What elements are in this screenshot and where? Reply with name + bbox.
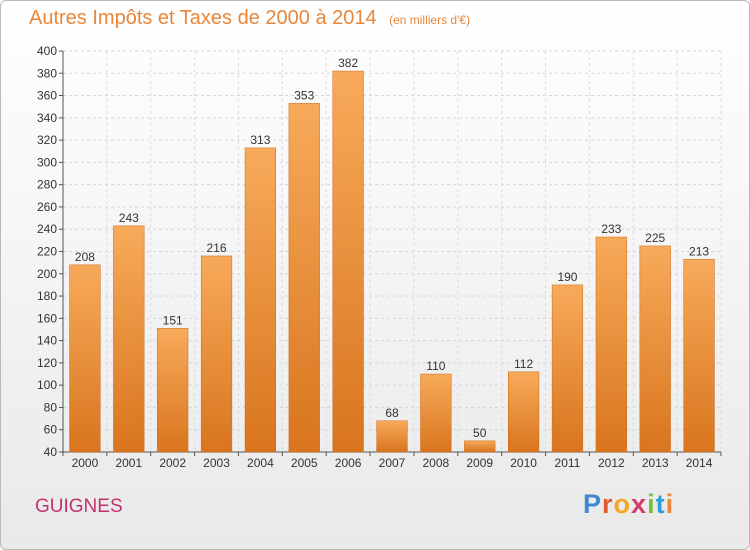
chart-subtitle: (en milliers d'€) — [389, 13, 471, 27]
y-tick-label: 400 — [37, 44, 57, 58]
bar-2000 — [69, 264, 101, 453]
x-tick-label: 2010 — [510, 456, 537, 470]
bar-2008 — [420, 373, 452, 453]
logo-letter: r — [602, 489, 614, 519]
bar-2010 — [507, 371, 540, 453]
bar-2007 — [376, 420, 408, 453]
y-tick-label: 80 — [44, 400, 58, 414]
bar-2004 — [244, 147, 277, 453]
data-label: 216 — [207, 241, 227, 255]
y-tick-label: 380 — [37, 66, 57, 80]
bar-2005 — [288, 103, 320, 453]
data-label: 110 — [426, 359, 445, 373]
y-tick-label: 340 — [37, 111, 57, 125]
bar-2003 — [200, 255, 233, 453]
logo-letter: i — [665, 489, 675, 519]
x-tick-label: 2003 — [203, 456, 230, 470]
bar-2001 — [113, 225, 145, 453]
data-label: 68 — [385, 406, 399, 420]
logo-letter: P — [583, 489, 603, 519]
logo-letter: o — [613, 489, 632, 519]
bar-2002 — [157, 328, 189, 453]
y-tick-label: 240 — [37, 222, 57, 236]
y-tick-label: 280 — [37, 178, 57, 192]
x-tick-label: 2012 — [598, 456, 625, 470]
x-tick-label: 2002 — [159, 456, 186, 470]
x-tick-label: 2007 — [379, 456, 406, 470]
data-label: 225 — [645, 231, 665, 245]
data-label: 112 — [514, 357, 533, 371]
x-tick-label: 2008 — [423, 456, 450, 470]
logo-letter: i — [647, 489, 656, 519]
data-label: 382 — [338, 56, 358, 70]
x-tick-label: 2014 — [686, 456, 713, 470]
y-tick-label: 180 — [37, 289, 57, 303]
y-tick-label: 360 — [37, 89, 57, 103]
bars — [69, 70, 715, 453]
data-label: 151 — [163, 313, 183, 327]
logo-letter: t — [655, 489, 666, 519]
data-label: 50 — [473, 426, 487, 440]
x-tick-label: 2001 — [115, 456, 142, 470]
logo-letter: x — [631, 489, 648, 519]
bar-2011 — [551, 284, 584, 453]
bar-2014 — [683, 259, 715, 453]
x-tick-label: 2013 — [642, 456, 669, 470]
bar-2009 — [464, 440, 496, 453]
y-tick-label: 260 — [37, 200, 57, 214]
y-tick-label: 220 — [37, 245, 57, 259]
chart-title: Autres Impôts et Taxes de 2000 à 2014 — [29, 7, 377, 29]
y-tick-label: 40 — [44, 445, 58, 459]
x-tick-label: 2009 — [466, 456, 493, 470]
y-tick-label: 60 — [44, 423, 58, 437]
data-label: 208 — [75, 250, 95, 264]
data-label: 313 — [250, 133, 270, 147]
y-tick-label: 300 — [37, 155, 57, 169]
commune-name: GUIGNES — [35, 496, 123, 517]
bar-2013 — [639, 245, 671, 453]
x-tick-label: 2000 — [72, 456, 99, 470]
data-label: 233 — [601, 222, 621, 236]
x-tick-label: 2006 — [335, 456, 362, 470]
data-label: 190 — [557, 270, 577, 284]
chart-title-block: Autres Impôts et Taxes de 2000 à 2014 (e… — [29, 7, 470, 30]
y-tick-label: 100 — [37, 378, 57, 392]
x-tick-label: 2011 — [555, 456, 581, 470]
x-tick-label: 2004 — [247, 456, 274, 470]
y-tick-label: 200 — [37, 267, 57, 281]
y-tick-label: 140 — [37, 334, 57, 348]
data-label: 213 — [689, 244, 709, 258]
y-tick-label: 120 — [37, 356, 57, 370]
labels: 40 60 80 100 120 140 160 180 200 220 240 260 280 300 3… — [37, 44, 713, 470]
bar-2012 — [595, 236, 627, 453]
y-tick-label: 160 — [37, 311, 57, 325]
data-label: 353 — [294, 88, 314, 102]
data-label: 243 — [119, 211, 139, 225]
proxiti-logo: Proxiti — [583, 489, 674, 520]
x-tick-label: 2005 — [291, 456, 318, 470]
y-tick-label: 320 — [37, 133, 57, 147]
bar-2006 — [332, 70, 364, 453]
